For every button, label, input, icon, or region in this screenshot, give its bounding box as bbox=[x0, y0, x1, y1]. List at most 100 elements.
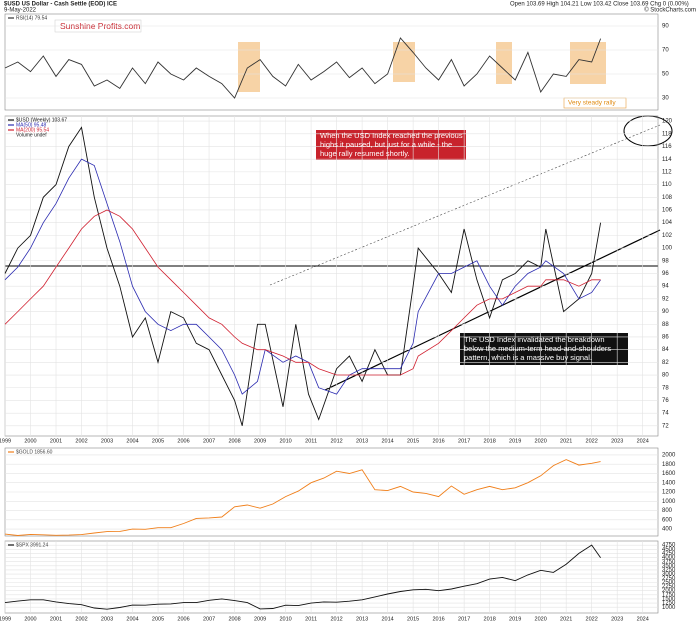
y-tick-label: 400 bbox=[662, 527, 673, 533]
x-tick-label: 2012 bbox=[330, 438, 342, 444]
y-tick-label: 1250 bbox=[662, 601, 676, 607]
y-tick-label: 104 bbox=[662, 220, 673, 226]
y-tick-label: 114 bbox=[662, 157, 672, 163]
annotation: When the USD Index reached the previous bbox=[320, 131, 463, 140]
y-tick-label: 106 bbox=[662, 208, 673, 214]
y-tick-label: 100 bbox=[662, 246, 673, 252]
highlight bbox=[393, 42, 415, 82]
x-tick-label: 2019 bbox=[509, 616, 521, 622]
y-tick-label: 72 bbox=[662, 423, 669, 429]
y-tick-label: 4250 bbox=[662, 551, 676, 557]
x-tick-label: 2023 bbox=[611, 616, 623, 622]
y-tick-label: 118 bbox=[662, 131, 672, 137]
y-tick-label: 3750 bbox=[662, 559, 676, 565]
y-tick-label: 82 bbox=[662, 360, 669, 366]
legend-label: RSI(14) 79.54 bbox=[16, 15, 47, 21]
y-tick-label: 4750 bbox=[662, 543, 676, 549]
x-tick-label: 2007 bbox=[203, 616, 215, 622]
legend-label: $SPX 3991.24 bbox=[16, 542, 48, 548]
x-tick-label: 2017 bbox=[458, 438, 470, 444]
y-tick-label: 70 bbox=[662, 48, 669, 54]
x-tick-label: 2006 bbox=[177, 438, 189, 444]
x-tick-label: 2020 bbox=[535, 438, 547, 444]
y-tick-label: 1400 bbox=[662, 480, 676, 486]
x-tick-label: 2009 bbox=[254, 616, 266, 622]
y-tick-label: 50 bbox=[662, 72, 669, 78]
y-tick-label: 84 bbox=[662, 347, 669, 353]
header-date: 9-May-2022 bbox=[4, 8, 37, 14]
y-tick-label: 1000 bbox=[662, 499, 676, 505]
y-tick-label: 1750 bbox=[662, 592, 676, 598]
series-line bbox=[4, 209, 601, 376]
y-tick-label: 3500 bbox=[662, 563, 676, 569]
legend-label: Volume undef bbox=[16, 132, 47, 138]
x-tick-label: 2023 bbox=[611, 438, 623, 444]
x-tick-label: 2022 bbox=[586, 438, 598, 444]
x-tick-label: 2002 bbox=[75, 616, 87, 622]
x-tick-label: 2016 bbox=[433, 616, 445, 622]
x-tick-label: 2022 bbox=[586, 616, 598, 622]
annotation-box bbox=[316, 130, 466, 160]
x-tick-label: 2000 bbox=[24, 438, 36, 444]
x-tick-label: 2011 bbox=[305, 438, 317, 444]
x-tick-label: 2018 bbox=[484, 616, 496, 622]
y-tick-label: 4000 bbox=[662, 555, 676, 561]
panel-frame bbox=[4, 13, 659, 111]
x-tick-label: 2003 bbox=[101, 616, 113, 622]
y-tick-label: 1200 bbox=[662, 490, 676, 496]
series-line bbox=[4, 544, 601, 610]
x-tick-label: 1999 bbox=[0, 438, 11, 444]
y-tick-label: 3000 bbox=[662, 572, 676, 578]
x-tick-label: 2008 bbox=[228, 616, 240, 622]
x-tick-label: 2005 bbox=[152, 438, 164, 444]
y-tick-label: 88 bbox=[662, 322, 669, 328]
x-tick-label: 2004 bbox=[126, 616, 138, 622]
x-tick-label: 2013 bbox=[356, 438, 368, 444]
x-tick-label: 2014 bbox=[381, 616, 393, 622]
x-tick-label: 2001 bbox=[50, 616, 62, 622]
legend-label: $GOLD 1856.60 bbox=[16, 449, 53, 455]
x-tick-label: 2014 bbox=[381, 438, 393, 444]
y-tick-label: 2250 bbox=[662, 584, 676, 590]
x-tick-label: 1999 bbox=[0, 616, 11, 622]
x-tick-label: 2010 bbox=[279, 438, 291, 444]
highlight bbox=[570, 42, 606, 84]
annotation: below the medium-term head-and-shoulders bbox=[464, 344, 611, 353]
series-line bbox=[4, 459, 601, 536]
x-tick-label: 2024 bbox=[637, 616, 649, 622]
x-tick-label: 2021 bbox=[560, 438, 572, 444]
x-tick-label: 2016 bbox=[433, 438, 445, 444]
x-tick-label: 2002 bbox=[75, 438, 87, 444]
x-tick-label: 2010 bbox=[279, 616, 291, 622]
y-tick-label: 74 bbox=[662, 411, 669, 417]
x-tick-label: 2013 bbox=[356, 616, 368, 622]
y-tick-label: 800 bbox=[662, 508, 673, 514]
x-tick-label: 2008 bbox=[228, 438, 240, 444]
y-tick-label: 80 bbox=[662, 373, 669, 379]
y-tick-label: 86 bbox=[662, 335, 669, 341]
y-tick-label: 90 bbox=[662, 24, 669, 30]
x-tick-label: 2024 bbox=[637, 438, 649, 444]
y-tick-label: 92 bbox=[662, 296, 669, 302]
x-tick-label: 2004 bbox=[126, 438, 138, 444]
highlight bbox=[496, 42, 512, 84]
x-tick-label: 2003 bbox=[101, 438, 113, 444]
y-tick-label: 30 bbox=[662, 96, 669, 102]
plot-layer: 30 50 70 90 RSI(14) 79.54 72 74 76 78 80 82 84 86 88 9… bbox=[0, 13, 676, 622]
y-tick-label: 96 bbox=[662, 271, 669, 277]
x-tick-label: 2019 bbox=[509, 438, 521, 444]
x-tick-label: 2009 bbox=[254, 438, 266, 444]
y-tick-label: 2500 bbox=[662, 580, 676, 586]
annotation: The USD Index invalidated the breakdown bbox=[464, 335, 605, 344]
x-tick-label: 2005 bbox=[152, 616, 164, 622]
series-line bbox=[4, 158, 601, 395]
annotation: pattern, which is a massive buy signal. bbox=[464, 353, 592, 362]
legend-label: $USD (Weekly) 103.67 bbox=[16, 117, 67, 123]
y-tick-label: 2750 bbox=[662, 576, 676, 582]
rally-label: Very steady rally bbox=[568, 100, 616, 107]
y-tick-label: 2000 bbox=[662, 588, 676, 594]
header-credit: © StockCharts.com bbox=[644, 7, 696, 14]
legend-label: MA(200) 95.54 bbox=[16, 127, 49, 133]
